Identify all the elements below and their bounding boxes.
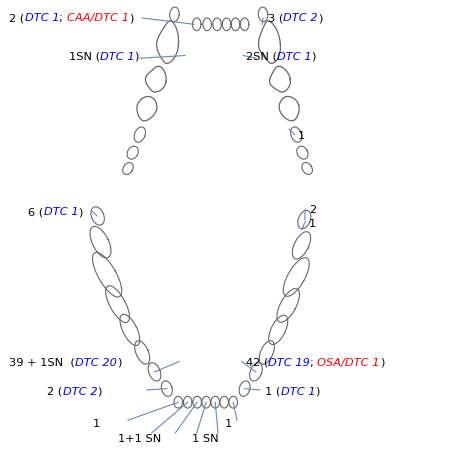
Text: DTC 19: DTC 19 [268,357,310,367]
Text: CAA/DTC 1: CAA/DTC 1 [67,13,129,23]
Text: 39 + 1SN  (: 39 + 1SN ( [9,357,75,367]
Text: 2: 2 [309,205,316,215]
Text: ;: ; [310,357,317,367]
Text: 1 (: 1 ( [265,386,281,396]
Text: DTC 1: DTC 1 [276,51,311,61]
Text: DTC 20: DTC 20 [75,357,117,367]
Text: 6 (: 6 ( [28,207,44,217]
Text: DTC 1: DTC 1 [281,386,315,396]
Text: ): ) [78,207,82,217]
Text: 1: 1 [309,218,316,228]
Text: 1: 1 [92,418,100,428]
Text: DTC 1: DTC 1 [25,13,59,23]
Text: DTC 1: DTC 1 [44,207,78,217]
Text: ): ) [129,13,133,23]
Text: ;: ; [59,13,67,23]
Text: OSA/DTC 1: OSA/DTC 1 [317,357,380,367]
Text: ): ) [117,357,122,367]
Text: ): ) [318,13,322,23]
Text: 1+1 SN: 1+1 SN [118,433,162,443]
Text: 42 (: 42 ( [246,357,268,367]
Text: ): ) [135,51,139,61]
Text: DTC 2: DTC 2 [63,386,97,396]
Text: 3 (: 3 ( [268,13,283,23]
Text: 1 SN: 1 SN [192,433,219,443]
Text: 2 (: 2 ( [47,386,63,396]
Text: 2 (: 2 ( [9,13,25,23]
Text: DTC 2: DTC 2 [283,13,318,23]
Text: ): ) [315,386,320,396]
Text: 1SN (: 1SN ( [69,51,100,61]
Text: 2SN (: 2SN ( [246,51,276,61]
Text: 1: 1 [298,130,305,140]
Text: ): ) [380,357,384,367]
Text: ): ) [97,386,101,396]
Text: DTC 1: DTC 1 [100,51,135,61]
Text: ): ) [311,51,316,61]
Text: 1: 1 [225,418,232,428]
